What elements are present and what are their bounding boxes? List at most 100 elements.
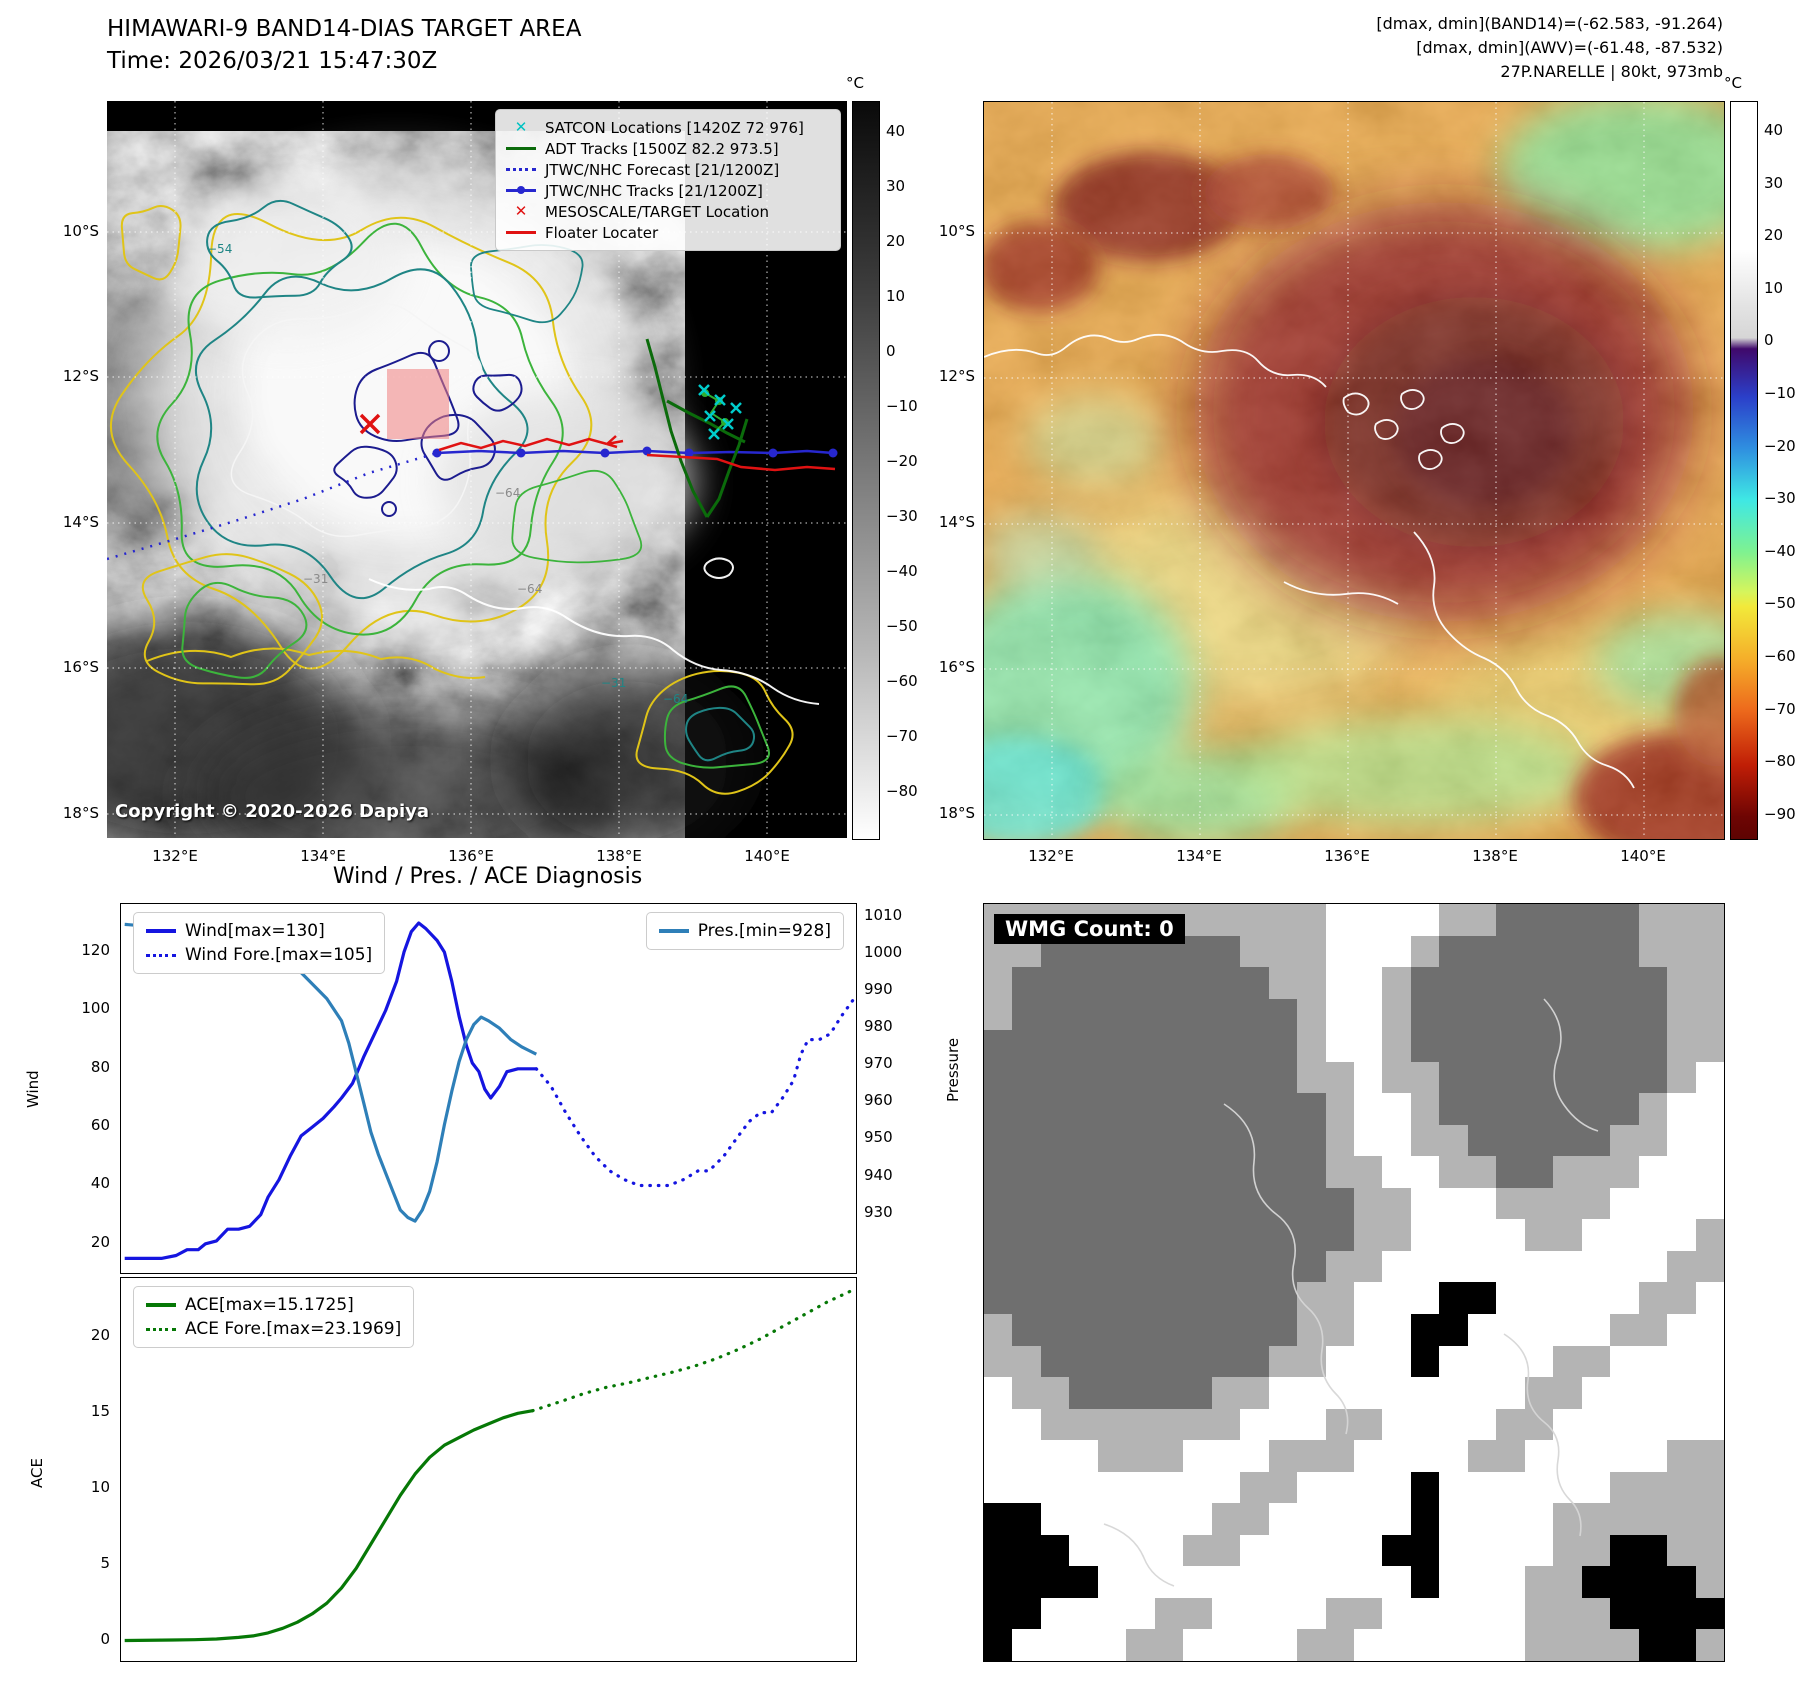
- wmg-cell: [1553, 1471, 1582, 1504]
- tr-header-block: [dmax, dmin](BAND14)=(-62.583, -91.264) …: [1150, 12, 1723, 84]
- wmg-cell: [1097, 1534, 1127, 1567]
- wmg-cell: [984, 1440, 1013, 1472]
- wmg-cell: [1040, 1282, 1070, 1315]
- wmg-cell: [1553, 1534, 1582, 1567]
- ace-legend: ACE[max=15.1725] ACE Fore.[max=23.1969]: [133, 1286, 415, 1348]
- wmg-cell: [1325, 1061, 1354, 1094]
- wmg-cell: [1097, 1408, 1127, 1441]
- wmg-cell: [1638, 1187, 1668, 1220]
- wmg-cell: [1325, 1219, 1354, 1251]
- wmg-cell: [1211, 1377, 1241, 1409]
- wmg-cell: [1069, 1440, 1098, 1472]
- lon-tick-label: 138°E: [1472, 847, 1518, 865]
- wmg-cell: [1496, 1282, 1525, 1315]
- wmg-cell: [1467, 1345, 1497, 1378]
- wmg-cell: [1353, 1282, 1383, 1315]
- wmg-cell: [1268, 1408, 1298, 1441]
- wmg-cell: [1240, 1345, 1269, 1378]
- wmg-cell: [1353, 1566, 1383, 1598]
- wmg-cell: [1553, 1093, 1582, 1125]
- wmg-cell: [1638, 967, 1668, 999]
- wmg-cell: [1268, 1156, 1298, 1188]
- lat-tick-label: 14°S: [938, 513, 975, 531]
- wmg-cell: [1154, 1187, 1184, 1220]
- axis-tick-label: 15: [90, 1402, 110, 1421]
- wmg-cell: [1496, 1440, 1525, 1472]
- contour-label: −31: [303, 572, 328, 586]
- wmg-cell: [1496, 1534, 1525, 1567]
- wmg-cell: [1126, 1187, 1155, 1220]
- legend-label: Wind Fore.[max=105]: [185, 945, 373, 965]
- axis-tick-label: 10: [90, 1478, 110, 1497]
- wmg-count-label: WMG Count: 0: [994, 914, 1185, 944]
- wmg-cell: [1410, 1377, 1440, 1409]
- wmg-cell: [1610, 998, 1639, 1031]
- contour-line: [181, 581, 308, 679]
- wmg-cell: [1297, 1219, 1326, 1251]
- wmg-cell: [1439, 998, 1468, 1031]
- wmg-cell: [1012, 1440, 1041, 1472]
- wmg-cell: [1524, 1282, 1554, 1315]
- contour-label: −54: [207, 242, 232, 256]
- wmg-cell: [1211, 1219, 1241, 1251]
- wmg-cell: [1524, 1187, 1554, 1220]
- wmg-cell: [1325, 1377, 1354, 1409]
- wmg-cell: [1183, 1408, 1212, 1441]
- wmg-cell: [1240, 1377, 1269, 1409]
- wmg-cell: [1439, 1250, 1468, 1283]
- wmg-cell: [1069, 1093, 1098, 1125]
- wmg-cell: [1069, 1408, 1098, 1441]
- wmg-cell: [1240, 967, 1269, 999]
- wmg-cell: [1610, 1440, 1639, 1472]
- wmg-cell: [1240, 1030, 1269, 1062]
- wmg-cell: [1410, 1282, 1440, 1315]
- wmg-cell: [1183, 1219, 1212, 1251]
- wmg-cell: [1297, 1629, 1326, 1661]
- wmg-cell: [1012, 1503, 1041, 1535]
- wmg-cell: [1467, 1061, 1497, 1094]
- wmg-cell: [1325, 1534, 1354, 1567]
- wmg-cell: [1667, 1503, 1696, 1535]
- wmg-cell: [1496, 1629, 1525, 1661]
- wmg-cell: [1183, 1093, 1212, 1125]
- wmg-cell: [1097, 1503, 1127, 1535]
- wmg-cell: [1410, 1597, 1440, 1630]
- wmg-cell: [1211, 1471, 1241, 1504]
- wmg-cell: [1069, 1314, 1098, 1346]
- wmg-cell: [1069, 1282, 1098, 1315]
- wmg-cell: [1353, 1250, 1383, 1283]
- wmg-cell: [1097, 1282, 1127, 1315]
- wmg-cell: [1154, 998, 1184, 1031]
- wmg-cell: [1183, 1030, 1212, 1062]
- wmg-cell: [1183, 1156, 1212, 1188]
- wmg-cell: [1069, 1187, 1098, 1220]
- wmg-cell: [1410, 1503, 1440, 1535]
- wmg-cell: [1183, 1250, 1212, 1283]
- wmg-cell: [1211, 1503, 1241, 1535]
- wmg-cell: [1638, 1408, 1668, 1441]
- wmg-cell: [1325, 1597, 1354, 1630]
- wmg-cell: [1183, 1282, 1212, 1315]
- wmg-cell: [1069, 1345, 1098, 1378]
- wmg-cell: [1524, 998, 1554, 1031]
- wmg-cell: [1040, 1503, 1070, 1535]
- wmg-cell: [1154, 1250, 1184, 1283]
- wmg-cell: [1695, 1282, 1724, 1315]
- wmg-cell: [1325, 1250, 1354, 1283]
- wmg-cell: [1069, 1566, 1098, 1598]
- wmg-cell: [984, 1314, 1013, 1346]
- wmg-cell: [1524, 1250, 1554, 1283]
- wmg-cell: [1667, 1597, 1696, 1630]
- wmg-cell: [1297, 1061, 1326, 1094]
- jtwc-track-points: [432, 446, 838, 458]
- wmg-cell: [1467, 1377, 1497, 1409]
- wmg-cell: [1240, 998, 1269, 1031]
- wmg-cell: [1382, 1219, 1411, 1251]
- wmg-cell: [1040, 1377, 1070, 1409]
- wmg-cell: [1040, 1534, 1070, 1567]
- colorbar-tick-label: 10: [886, 287, 906, 305]
- wmg-cell: [1040, 1629, 1070, 1661]
- wmg-cell: [1097, 1187, 1127, 1220]
- colorbar-tick-label: −50: [1764, 594, 1796, 613]
- wmg-cell: [1524, 1440, 1554, 1472]
